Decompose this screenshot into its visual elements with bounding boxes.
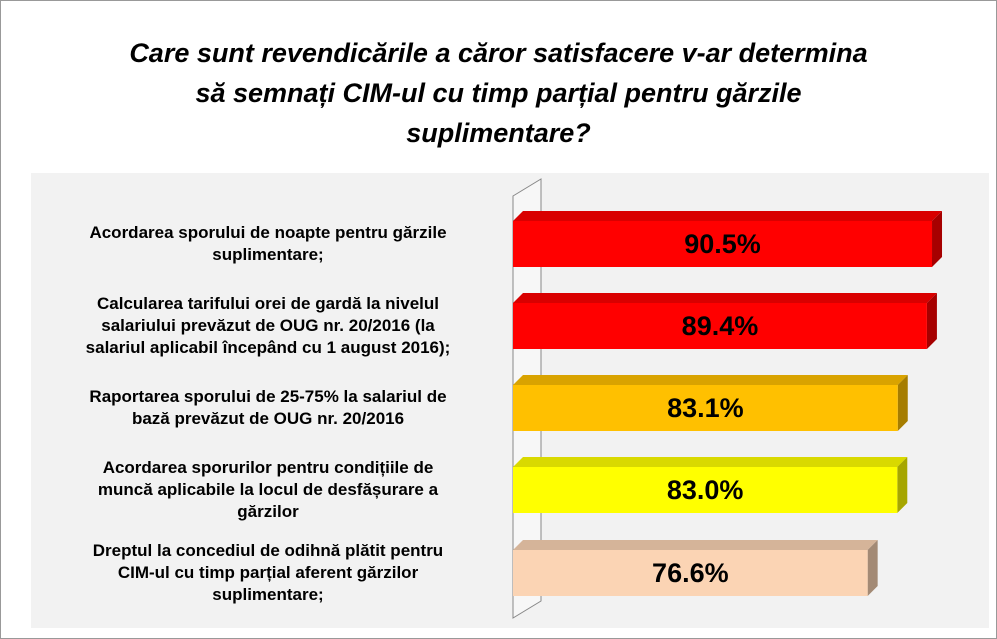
bar-side [867, 540, 878, 596]
bar-top [513, 375, 908, 385]
value-label: 90.5% [684, 229, 761, 259]
category-label: Calcularea tarifului orei de gardă la ni… [85, 294, 451, 357]
bar [513, 467, 898, 513]
category-label: Acordarea sporurilor pentru condițiile d… [97, 458, 439, 521]
bar-top [513, 457, 908, 467]
value-label: 83.0% [667, 475, 744, 505]
value-label: 83.1% [667, 393, 744, 423]
bar [513, 303, 927, 349]
category-label: Acordarea sporului de noapte pentru gărz… [89, 223, 447, 264]
bar [513, 550, 868, 596]
bar-side [897, 375, 908, 431]
value-label: 76.6% [652, 558, 729, 588]
bar-top [513, 540, 878, 550]
bar-side [897, 457, 908, 513]
bar-top [513, 293, 937, 303]
category-label: Raportarea sporului de 25-75% la salariu… [89, 387, 447, 428]
value-label: 89.4% [682, 311, 759, 341]
bar [513, 385, 898, 431]
bar-side [932, 211, 943, 267]
bar-side [926, 293, 937, 349]
bar-top [513, 211, 943, 221]
category-label: Dreptul la concediul de odihnă plătit pe… [92, 541, 444, 604]
chart-title: Care sunt revendicările a căror satisfac… [129, 38, 868, 148]
bar [513, 221, 933, 267]
